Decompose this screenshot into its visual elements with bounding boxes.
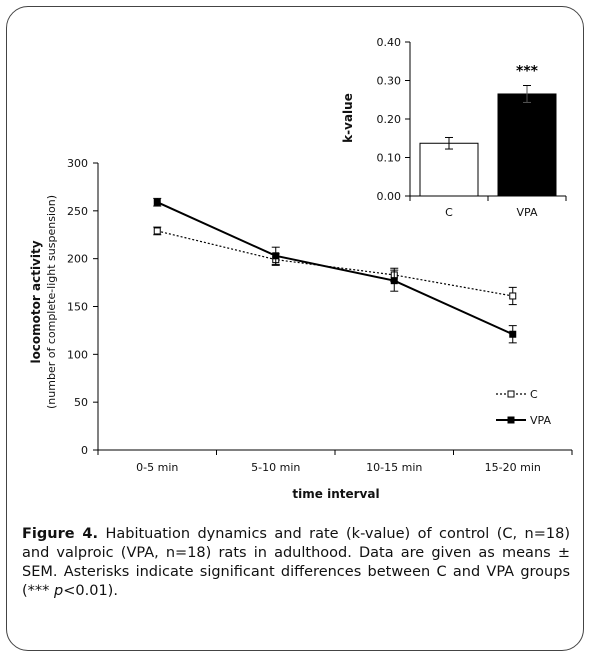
data-point xyxy=(153,227,161,235)
bar-x-ticks: C VPA xyxy=(409,196,567,219)
bar-y-ticks: 0.00 0.10 0.20 0.30 0.40 xyxy=(377,36,410,203)
bar-x-tick-label: C xyxy=(445,206,453,219)
bar-c xyxy=(419,142,479,197)
legend-marker xyxy=(507,416,515,424)
line-y-tick-label: 300 xyxy=(67,157,88,170)
line-chart: 0 50 100 150 200 250 300 0-5 min 5-10 min 10-15 … xyxy=(29,157,573,501)
caption-text-1: Habituation dynamics and rate (k-value) … xyxy=(22,526,570,599)
series-line-c xyxy=(157,230,513,297)
series-vpa xyxy=(153,197,517,344)
data-point xyxy=(153,198,161,206)
line-y-tick-label: 50 xyxy=(74,396,88,409)
legend-item-c: C xyxy=(496,388,538,401)
data-point xyxy=(390,277,398,285)
inset-bar-chart: 0.00 0.10 0.20 0.30 0.40 *** C VPA k-value xyxy=(341,36,567,219)
data-point xyxy=(509,292,517,300)
legend-label: C xyxy=(530,388,538,401)
line-y-tick-label: 250 xyxy=(67,205,88,218)
legend-marker xyxy=(507,390,515,398)
series-c xyxy=(153,226,517,306)
data-point xyxy=(272,252,280,260)
line-x-tick-label: 5-10 min xyxy=(251,461,300,474)
bar-y-tick-label: 0.40 xyxy=(377,36,402,49)
bar-y-tick-label: 0.10 xyxy=(377,152,402,165)
legend: C VPA xyxy=(496,388,551,427)
bar-y-tick-label: 0.30 xyxy=(377,75,402,88)
bar-y-axis-title: k-value xyxy=(341,93,355,143)
figure-caption: Figure 4. Habituation dynamics and rate … xyxy=(22,525,570,601)
line-x-ticks: 0-5 min 5-10 min 10-15 min 15-20 min xyxy=(97,450,573,474)
legend-item-vpa: VPA xyxy=(496,414,551,427)
bar-marks: *** xyxy=(419,64,557,197)
line-x-tick-label: 10-15 min xyxy=(366,461,422,474)
bar-x-tick-label: VPA xyxy=(517,206,538,219)
line-y-tick-label: 200 xyxy=(67,253,88,266)
line-x-tick-label: 0-5 min xyxy=(136,461,178,474)
line-x-axis-title: time interval xyxy=(292,487,379,501)
line-x-tick-label: 15-20 min xyxy=(485,461,541,474)
figure-frame xyxy=(6,6,584,651)
caption-p-symbol: p xyxy=(54,583,64,599)
legend-label: VPA xyxy=(530,414,551,427)
bar-vpa xyxy=(497,93,557,197)
series-line-vpa xyxy=(156,201,514,336)
bar-y-tick-label: 0.00 xyxy=(377,190,402,203)
line-y-tick-label: 0 xyxy=(81,444,88,457)
bar-y-tick-label: 0.20 xyxy=(377,113,402,126)
significance-annotation: *** xyxy=(516,64,539,80)
caption-text-2: <0.01). xyxy=(63,583,118,599)
line-y-ticks: 0 50 100 150 200 250 300 xyxy=(67,157,98,457)
line-y-tick-label: 100 xyxy=(67,348,88,361)
line-series-group xyxy=(153,197,517,344)
figure-chart: 0 50 100 150 200 250 300 0-5 min 5-10 min 10-15 … xyxy=(29,36,573,501)
caption-label: Figure 4. xyxy=(22,526,99,542)
line-y-tick-label: 150 xyxy=(67,301,88,314)
line-y-axis-title: locomotor activity xyxy=(29,240,43,363)
data-point xyxy=(509,330,517,338)
line-y-axis-subtitle: (number of complete-light suspension) xyxy=(45,195,58,409)
